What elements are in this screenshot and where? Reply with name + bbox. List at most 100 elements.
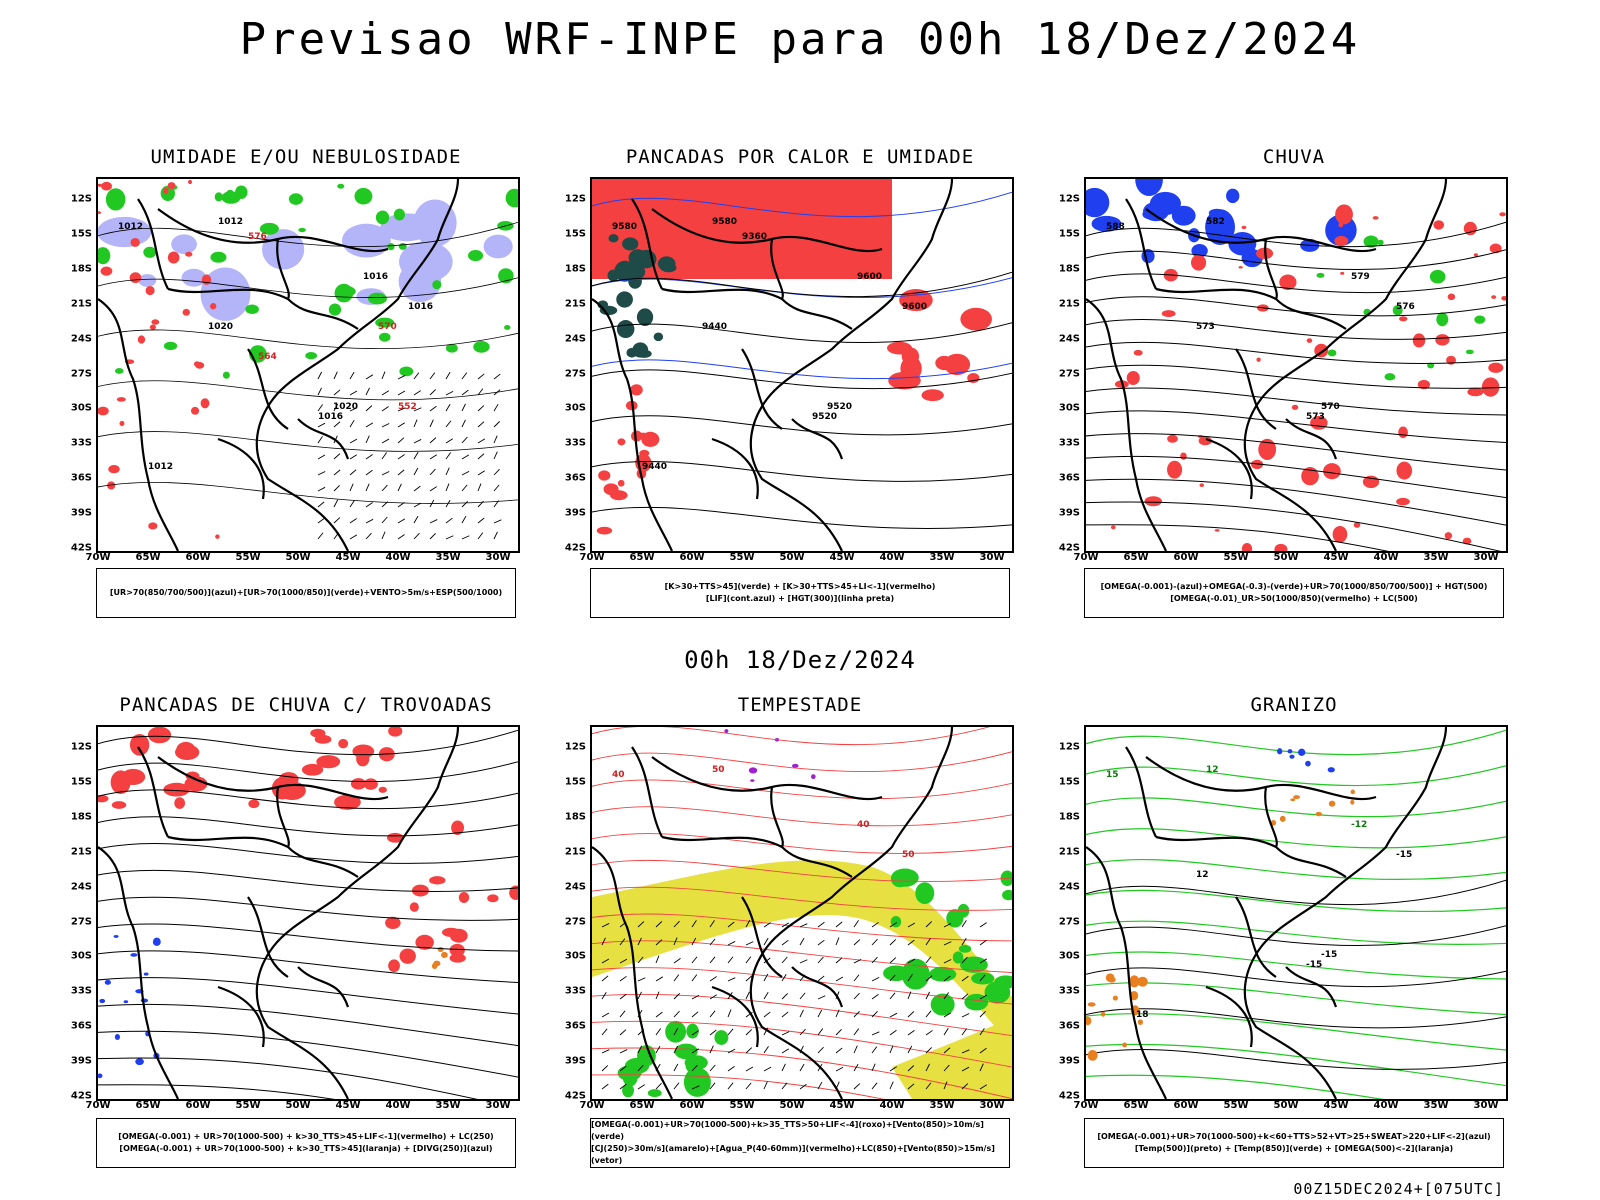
lat-tick: 30S bbox=[70, 402, 92, 414]
wind-vector bbox=[691, 937, 697, 946]
wind-vector bbox=[601, 1028, 608, 1036]
wind-vector bbox=[907, 958, 916, 964]
lat-tick: 36S bbox=[1058, 1020, 1080, 1032]
humidity-lower bbox=[222, 371, 230, 379]
convection-orange bbox=[441, 951, 448, 958]
lon-tick: 35W bbox=[435, 552, 461, 563]
wind850-green bbox=[647, 1089, 662, 1098]
temp850-contour bbox=[1086, 797, 1506, 818]
convective-region bbox=[610, 490, 628, 501]
convection-red bbox=[184, 776, 208, 792]
isobar bbox=[98, 481, 518, 504]
rain-red bbox=[1279, 274, 1297, 291]
wind-vector bbox=[493, 373, 501, 380]
omega500-orange bbox=[1350, 789, 1356, 795]
wind-vector bbox=[365, 387, 370, 396]
wind-vector bbox=[727, 1009, 732, 1018]
humidity-lower bbox=[298, 227, 306, 233]
contour-label: 588 bbox=[1106, 222, 1125, 232]
wind-vector bbox=[979, 1028, 985, 1036]
thickness-red bbox=[167, 182, 176, 190]
lat-tick: 42S bbox=[70, 542, 92, 554]
wind-vector bbox=[365, 518, 374, 524]
lon-tick: 60W bbox=[185, 1100, 211, 1111]
borders bbox=[631, 746, 883, 1048]
rain-red bbox=[1274, 543, 1288, 551]
wind-vector bbox=[835, 921, 843, 928]
wind-vector bbox=[907, 1065, 915, 1072]
wind850-green bbox=[1002, 889, 1012, 901]
wind-vector bbox=[477, 438, 486, 444]
rain-red bbox=[1399, 316, 1408, 322]
legend-line: [OMEGA(-0.001)+UR>70(1000-500)+k<60+TTS>… bbox=[1097, 1132, 1491, 1141]
wind-vector bbox=[413, 390, 421, 396]
hail-blue bbox=[1277, 748, 1283, 755]
wind-vector bbox=[979, 958, 988, 964]
temp850-contour bbox=[1086, 828, 1506, 849]
rain-red bbox=[1489, 243, 1502, 254]
convection-red bbox=[441, 927, 461, 937]
wind-vector bbox=[745, 919, 751, 928]
wind-vector bbox=[907, 922, 916, 928]
convective-region bbox=[900, 356, 922, 381]
lat-tick: 33S bbox=[70, 985, 92, 997]
contour-label: 9580 bbox=[712, 217, 737, 227]
hgt500-contour bbox=[1086, 319, 1506, 340]
lat-tick: 33S bbox=[564, 437, 586, 449]
wind-vector bbox=[691, 956, 698, 964]
lon-tick: 35W bbox=[929, 1100, 955, 1111]
humidity-lower bbox=[393, 208, 405, 221]
borders bbox=[1125, 198, 1377, 500]
lat-tick: 15S bbox=[1058, 776, 1080, 788]
lon-tick: 65W bbox=[629, 552, 655, 563]
contour-label: 12 bbox=[1206, 765, 1219, 775]
legend-line: [OMEGA(-0.001) + UR>70(1000-500) + k>30_… bbox=[118, 1132, 494, 1141]
rain-red bbox=[1199, 483, 1204, 487]
divergence-blue bbox=[113, 934, 119, 938]
wind-vector bbox=[477, 500, 484, 508]
lon-tick: 55W bbox=[1223, 1100, 1249, 1111]
lon-tick: 65W bbox=[135, 552, 161, 563]
rain-red bbox=[1180, 452, 1187, 460]
lat-tick: 12S bbox=[564, 193, 586, 205]
wind-vector bbox=[461, 403, 466, 412]
wind-vector bbox=[781, 939, 789, 946]
wind-vector bbox=[445, 483, 450, 492]
lon-tick: 30W bbox=[979, 1100, 1005, 1111]
streamline bbox=[98, 977, 518, 1015]
wind-vector bbox=[461, 436, 468, 444]
wind-vector bbox=[961, 975, 969, 982]
thickness-red bbox=[98, 406, 109, 416]
wind-vector bbox=[655, 921, 663, 928]
rain-red bbox=[1417, 379, 1431, 390]
wind-vector bbox=[477, 388, 484, 396]
wind-vector bbox=[317, 486, 326, 492]
wind-vector bbox=[853, 1010, 860, 1018]
convective-region bbox=[617, 479, 625, 487]
omega500-orange bbox=[1279, 815, 1286, 822]
humidity-lower bbox=[387, 242, 395, 251]
wind-vector bbox=[397, 375, 406, 380]
wind-vector bbox=[925, 1047, 933, 1054]
lon-axis-umidade: 70W 65W 60W 55W 50W 45W 40W 35W 30W bbox=[86, 552, 516, 566]
wind-vector bbox=[709, 1045, 714, 1054]
wind-vector bbox=[413, 515, 419, 524]
wind-vector bbox=[381, 516, 388, 524]
lat-tick: 24S bbox=[1058, 333, 1080, 345]
wind-vector bbox=[349, 419, 355, 428]
instability-green bbox=[653, 332, 664, 342]
hgt500-contour bbox=[1086, 410, 1506, 443]
divergence-blue bbox=[152, 937, 161, 946]
humidity-lower bbox=[143, 246, 157, 258]
rain-red bbox=[1481, 377, 1500, 397]
legend-line: [UR>70(850/700/500)](azul)+[UR>70(1000/8… bbox=[109, 588, 503, 597]
rain-red bbox=[1488, 362, 1504, 373]
lat-tick: 30S bbox=[564, 402, 586, 414]
wind-vector bbox=[745, 956, 752, 964]
wind-vector bbox=[365, 483, 370, 492]
wind-vector bbox=[349, 469, 357, 476]
omega500-orange bbox=[1122, 1042, 1128, 1048]
lon-tick: 45W bbox=[335, 1100, 361, 1111]
wind-vector bbox=[817, 995, 826, 1000]
wind-vector bbox=[333, 499, 339, 508]
